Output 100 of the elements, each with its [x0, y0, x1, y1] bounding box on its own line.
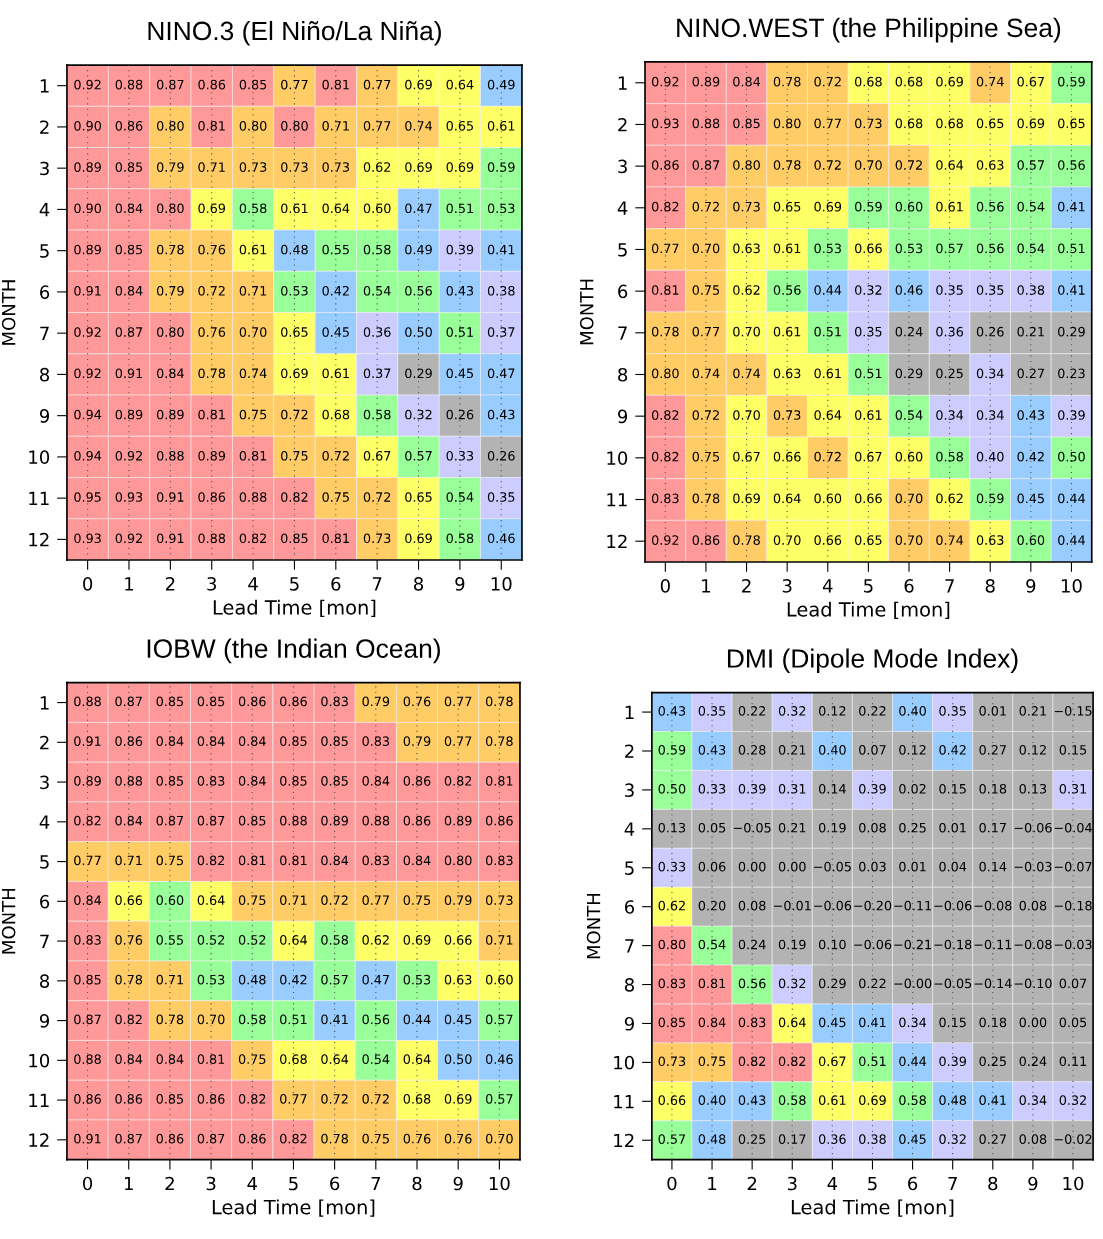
data-label: 0.61 [322, 368, 349, 379]
data-label: 0.61 [818, 1095, 846, 1106]
data-label: 0.70 [485, 1133, 513, 1144]
data-label: 0.50 [444, 1054, 472, 1065]
data-label: 0.06 [698, 861, 726, 872]
data-label: 0.64 [778, 1017, 806, 1028]
data-label: 0.80 [281, 120, 308, 131]
data-label: 0.41 [979, 1095, 1006, 1106]
data-label: 0.56 [1058, 160, 1085, 170]
data-label: 0.82 [281, 492, 308, 502]
data-label: 0.80 [733, 160, 760, 170]
data-label: 0.61 [487, 120, 515, 131]
data-label: 0.59 [1058, 76, 1085, 87]
data-label: 0.13 [1019, 783, 1047, 794]
data-label: 0.87 [156, 815, 184, 826]
data-label: 0.48 [238, 974, 266, 985]
data-label: 0.57 [1017, 160, 1044, 170]
data-label: 0.54 [895, 410, 923, 420]
data-label: 0.56 [405, 285, 432, 296]
data-label: 0.71 [198, 162, 225, 172]
data-label: 0.71 [115, 855, 142, 866]
data-label: 0.29 [1058, 326, 1085, 337]
x-tick-label: 0 [660, 579, 670, 593]
x-tick-label: 8 [412, 1176, 422, 1191]
data-label: 0.88 [156, 450, 184, 461]
data-label: 0.14 [818, 783, 846, 794]
data-label: 0.20 [698, 900, 726, 911]
y-tick-label: 6 [624, 900, 635, 914]
data-label: 0.75 [692, 451, 720, 462]
data-label: 0.58 [321, 935, 348, 945]
y-tick-label: 4 [624, 822, 635, 836]
data-label: 0.57 [485, 1014, 513, 1025]
data-label: 0.35 [976, 285, 1004, 295]
data-label: 0.59 [976, 493, 1004, 504]
data-label: 0.75 [156, 855, 184, 866]
data-label: 0.07 [1059, 978, 1087, 989]
data-label: 0.39 [1058, 410, 1085, 420]
data-label: 0.91 [74, 1133, 101, 1144]
data-label: 0.81 [239, 450, 267, 461]
data-label: −0.10 [1014, 978, 1052, 989]
data-label: 0.82 [115, 1014, 142, 1025]
x-tick-label: 9 [1028, 1176, 1038, 1191]
data-label: 0.77 [444, 736, 472, 747]
y-tick-label: 11 [29, 1093, 49, 1107]
y-tick-label: 7 [40, 934, 49, 948]
data-label: 0.84 [156, 736, 184, 747]
data-label: 0.63 [976, 535, 1004, 545]
data-label: 0.18 [979, 1017, 1007, 1028]
data-label: 0.76 [198, 244, 226, 255]
data-label: 0.93 [115, 492, 143, 502]
data-label: 0.70 [895, 493, 923, 504]
data-label: 0.78 [651, 326, 679, 337]
data-label: 0.73 [281, 162, 308, 172]
data-label: 0.46 [487, 533, 515, 544]
data-label: 0.77 [281, 79, 308, 90]
data-label: 0.08 [859, 822, 886, 833]
data-label: 0.00 [1019, 1017, 1047, 1028]
y-axis-title: MONTH [579, 279, 594, 345]
x-tick-label: 3 [207, 577, 217, 591]
data-label: 0.65 [281, 327, 308, 337]
data-label: 0.56 [738, 978, 766, 989]
data-label: 0.43 [658, 706, 686, 716]
data-label: 0.52 [238, 935, 266, 945]
data-label: 0.51 [859, 1056, 886, 1067]
data-label: 0.31 [1059, 783, 1087, 794]
x-tick-label: 6 [904, 579, 914, 593]
y-axis-title: MONTH [1, 889, 16, 954]
data-label: 0.68 [936, 118, 963, 129]
data-label: 0.73 [855, 118, 882, 129]
data-label: 0.81 [485, 776, 513, 786]
data-label: 0.69 [405, 162, 432, 172]
data-label: 0.62 [363, 162, 391, 172]
data-label: 0.50 [1058, 451, 1085, 462]
data-label: 0.72 [362, 1094, 389, 1104]
data-label: 0.82 [280, 1133, 307, 1144]
y-tick-label: 2 [625, 744, 634, 758]
data-label: 0.43 [487, 409, 515, 420]
y-tick-label: 7 [625, 939, 634, 953]
data-label: 0.86 [115, 1094, 143, 1104]
data-label: 0.95 [74, 492, 101, 502]
data-label: 0.60 [895, 451, 923, 462]
y-tick-label: 10 [614, 1055, 635, 1070]
data-label: 0.41 [321, 1014, 348, 1025]
data-label: 0.72 [895, 160, 922, 170]
x-tick-label: 10 [491, 577, 512, 591]
y-tick-label: 3 [40, 161, 49, 176]
data-label: 0.85 [281, 533, 308, 544]
data-label: 0.11 [1059, 1056, 1087, 1067]
data-label: 0.55 [156, 935, 184, 945]
x-tick-label: 2 [742, 579, 751, 593]
data-label: 0.25 [899, 822, 926, 833]
y-tick-label: 11 [607, 493, 627, 507]
data-label: 0.84 [74, 895, 102, 906]
data-label: 0.62 [733, 285, 760, 295]
data-label: 0.08 [738, 900, 766, 911]
data-label: 0.22 [859, 978, 886, 989]
x-tick-label: 1 [708, 1176, 717, 1191]
data-label: 0.58 [239, 203, 267, 214]
x-axis-title: Lead Time [mon] [212, 1199, 375, 1217]
data-label: 0.85 [321, 736, 348, 747]
